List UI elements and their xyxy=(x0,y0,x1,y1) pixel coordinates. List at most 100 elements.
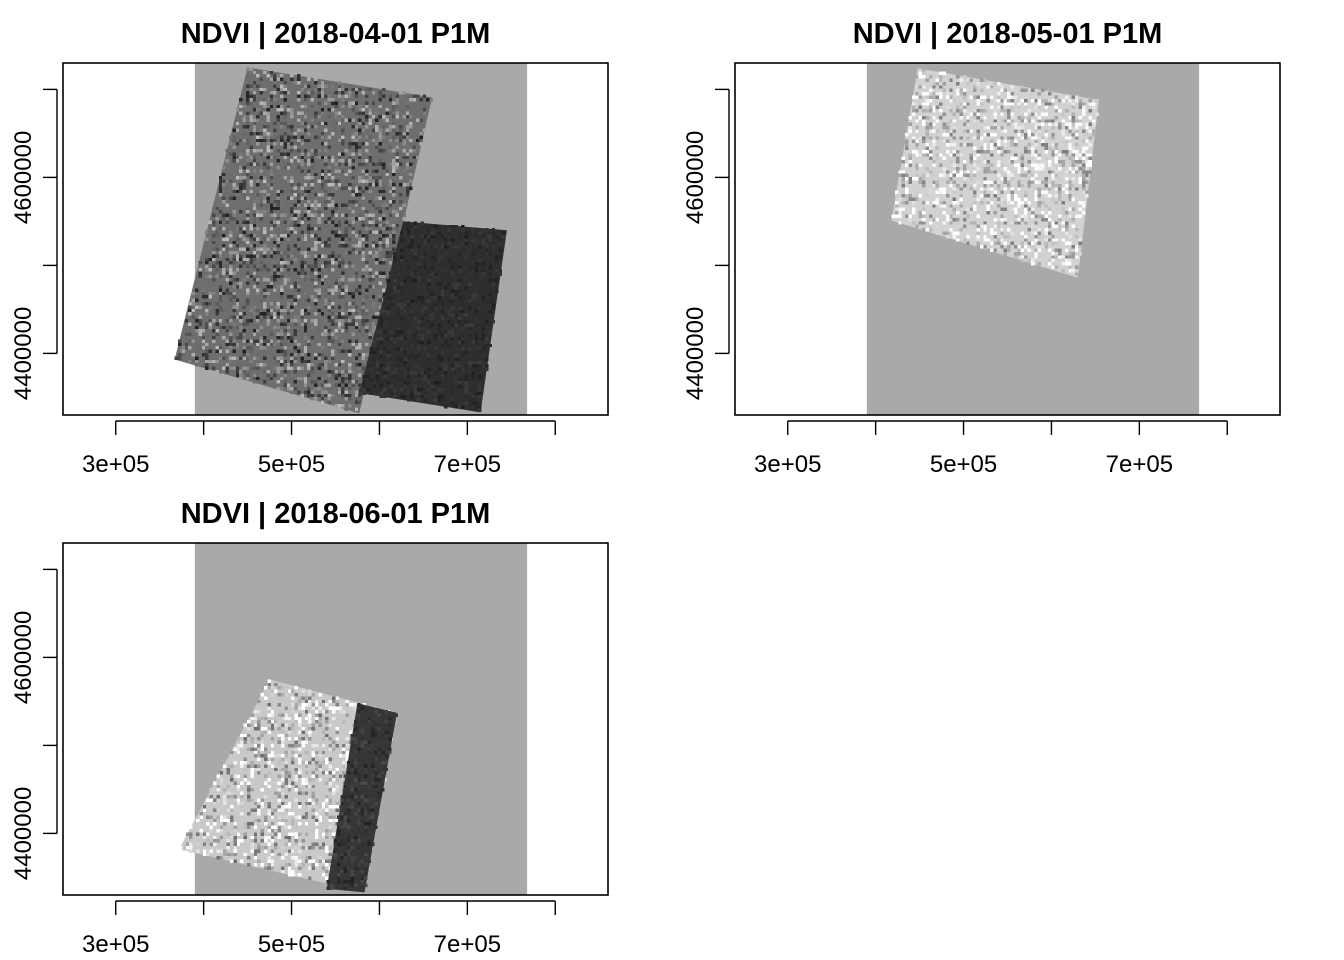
raster-pixel xyxy=(253,720,258,724)
raster-pixel xyxy=(242,244,246,248)
raster-pixel xyxy=(307,264,311,268)
raster-pixel xyxy=(1058,194,1062,198)
raster-pixel xyxy=(327,339,331,343)
raster-pixel xyxy=(959,88,963,93)
raster-pixel xyxy=(915,190,919,195)
raster-pixel xyxy=(1071,153,1076,157)
raster-pixel xyxy=(444,371,448,375)
raster-pixel xyxy=(334,376,338,381)
raster-pixel xyxy=(1047,163,1052,167)
raster-pixel xyxy=(1078,115,1082,120)
raster-pixel xyxy=(969,156,974,161)
raster-pixel xyxy=(1037,241,1042,246)
raster-pixel xyxy=(252,373,257,377)
raster-pixel xyxy=(303,128,308,132)
raster-pixel xyxy=(260,788,264,792)
raster-pixel xyxy=(942,221,946,225)
raster-pixel xyxy=(235,257,240,262)
raster-pixel xyxy=(225,237,229,241)
raster-pixel xyxy=(225,261,229,265)
raster-pixel xyxy=(291,750,295,755)
raster-pixel xyxy=(235,373,240,377)
raster-pixel xyxy=(331,268,335,272)
raster-pixel xyxy=(256,118,260,122)
raster-pixel xyxy=(973,204,977,208)
raster-pixel xyxy=(922,98,926,103)
raster-pixel xyxy=(191,298,195,302)
raster-pixel xyxy=(286,162,291,166)
raster-pixel xyxy=(318,754,322,758)
raster-pixel xyxy=(962,98,967,103)
raster-pixel xyxy=(375,138,379,143)
raster-pixel xyxy=(1007,197,1011,201)
raster-pixel xyxy=(310,319,314,323)
raster-pixel xyxy=(420,377,424,382)
raster-pixel xyxy=(935,231,940,235)
raster-pixel xyxy=(253,747,258,751)
raster-pixel xyxy=(334,336,338,340)
raster-pixel xyxy=(945,139,950,144)
raster-pixel xyxy=(280,261,284,265)
raster-pixel xyxy=(894,204,899,208)
raster-pixel xyxy=(287,730,292,734)
raster-pixel xyxy=(440,343,445,348)
raster-pixel xyxy=(283,268,287,272)
raster-pixel xyxy=(1078,241,1082,246)
raster-pixel xyxy=(952,217,957,222)
raster-pixel xyxy=(242,312,246,316)
raster-pixel xyxy=(256,196,260,200)
raster-pixel xyxy=(973,88,977,93)
raster-pixel xyxy=(400,238,404,242)
raster-pixel xyxy=(212,336,216,340)
raster-pixel xyxy=(315,774,319,778)
raster-pixel xyxy=(314,227,318,231)
raster-pixel xyxy=(1085,122,1089,127)
raster-pixel xyxy=(437,330,441,334)
raster-pixel xyxy=(905,163,909,167)
raster-pixel xyxy=(310,155,314,160)
raster-pixel xyxy=(939,163,943,167)
raster-pixel xyxy=(303,94,308,98)
raster-pixel xyxy=(246,227,250,231)
raster-pixel xyxy=(317,227,321,231)
raster-pixel xyxy=(324,305,328,309)
raster-pixel xyxy=(317,115,321,119)
raster-pixel xyxy=(402,115,406,119)
raster-pixel xyxy=(324,295,328,299)
raster-pixel xyxy=(286,196,291,200)
raster-pixel xyxy=(389,272,394,276)
raster-pixel xyxy=(331,332,335,336)
raster-pixel xyxy=(478,262,482,266)
raster-pixel xyxy=(225,159,229,163)
raster-pixel xyxy=(423,347,428,351)
raster-pixel xyxy=(281,723,285,727)
raster-pixel xyxy=(351,390,355,394)
raster-pixel xyxy=(1037,166,1042,171)
raster-pixel xyxy=(1020,85,1025,89)
raster-pixel xyxy=(962,122,967,127)
raster-pixel xyxy=(1058,224,1062,229)
raster-pixel xyxy=(485,248,489,252)
raster-pixel xyxy=(239,247,243,251)
raster-pixel xyxy=(264,716,268,721)
raster-pixel xyxy=(290,159,294,163)
raster-pixel xyxy=(247,747,251,751)
raster-pixel xyxy=(334,213,338,217)
raster-pixel xyxy=(1030,160,1035,164)
raster-pixel xyxy=(474,265,479,269)
raster-pixel xyxy=(310,234,314,238)
raster-pixel xyxy=(922,71,926,76)
raster-pixel xyxy=(1020,88,1025,93)
raster-pixel xyxy=(342,744,346,748)
raster-pixel xyxy=(413,221,417,225)
raster-pixel xyxy=(327,169,331,173)
raster-pixel xyxy=(386,286,390,290)
raster-pixel xyxy=(334,179,338,183)
raster-pixel xyxy=(257,754,261,758)
raster-pixel xyxy=(986,95,991,99)
raster-pixel xyxy=(474,333,479,337)
raster-pixel xyxy=(935,156,940,161)
raster-pixel xyxy=(1000,221,1004,225)
raster-pixel xyxy=(195,356,199,360)
raster-pixel xyxy=(996,95,1001,99)
